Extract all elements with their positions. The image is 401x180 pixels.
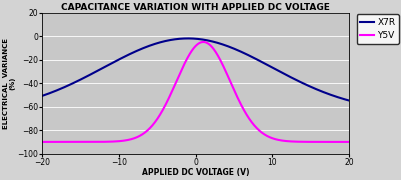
X7R: [271, 67, 275, 69]
Y5V: [200, 41, 205, 43]
Legend: X7R, Y5V: X7R, Y5V: [356, 14, 398, 44]
Y5V: [118, 140, 123, 142]
Y5V: [40, 141, 45, 143]
Y5V: [271, 138, 275, 140]
X7R: [118, 57, 123, 59]
Y5V: [94, 141, 99, 143]
X7R: [178, 38, 183, 40]
X7R: [40, 95, 45, 97]
X7R: [94, 70, 99, 72]
Line: X7R: X7R: [42, 38, 348, 101]
X7R: [185, 37, 190, 39]
Y5V: [221, 66, 225, 68]
Line: Y5V: Y5V: [42, 42, 348, 142]
X7R: [245, 54, 249, 56]
Y5V: [245, 115, 249, 117]
Y5V: [346, 141, 350, 143]
Y5V: [178, 70, 183, 72]
Title: CAPACITANCE VARIATION WITH APPLIED DC VOLTAGE: CAPACITANCE VARIATION WITH APPLIED DC VO…: [61, 3, 329, 12]
X-axis label: APPLIED DC VOLTAGE (V): APPLIED DC VOLTAGE (V): [142, 168, 249, 177]
Y-axis label: ELECTRICAL  VARIANCE
(%): ELECTRICAL VARIANCE (%): [3, 38, 16, 129]
X7R: [346, 100, 350, 102]
X7R: [221, 44, 225, 46]
